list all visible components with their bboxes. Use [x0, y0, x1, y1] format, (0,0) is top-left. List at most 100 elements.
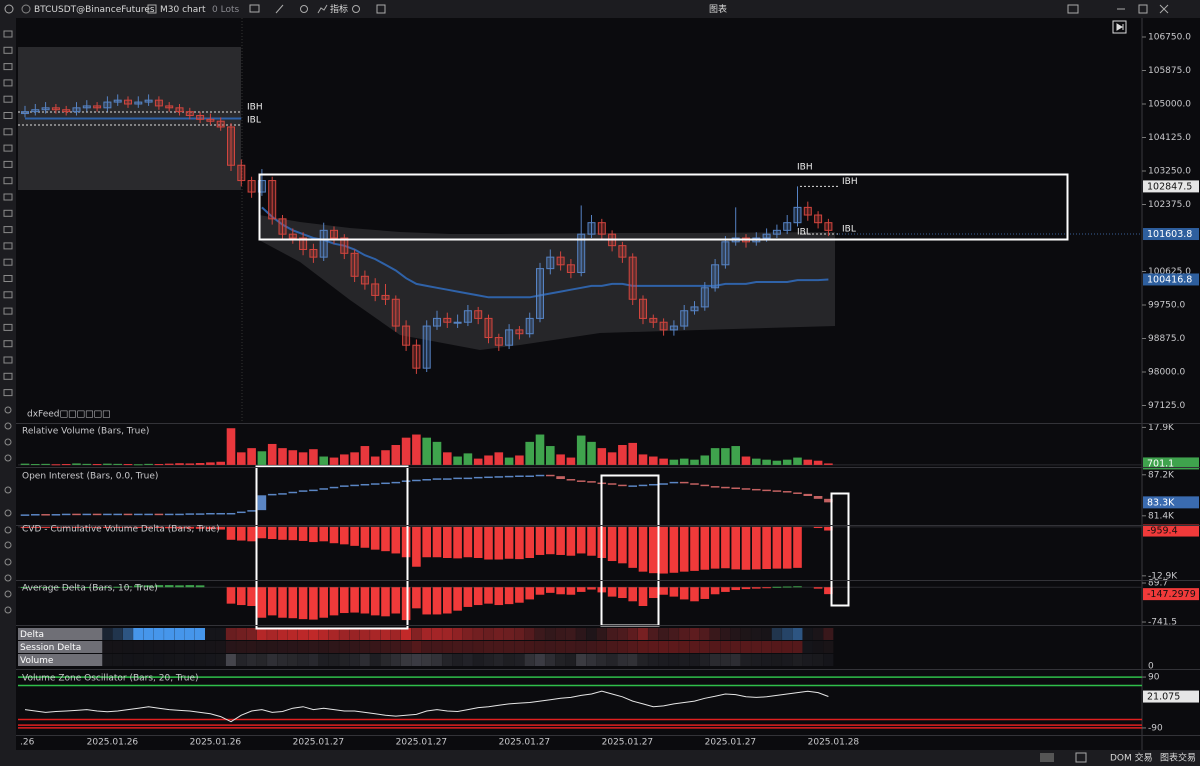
oi-bar	[340, 485, 349, 487]
menu-icon[interactable]	[4, 4, 14, 14]
tool-icon[interactable]	[4, 438, 12, 446]
tool-icon[interactable]	[4, 422, 12, 430]
tool-icon[interactable]	[3, 258, 13, 266]
tool-icon[interactable]	[3, 46, 13, 54]
heatmap-cell	[318, 654, 329, 666]
tool-icon[interactable]	[3, 112, 13, 119]
bar	[92, 526, 102, 528]
dom-trading[interactable]: DOM 交易	[1110, 752, 1153, 764]
heatmap-cell	[812, 641, 824, 653]
link-icon[interactable]	[21, 4, 31, 14]
heatmap-cell	[802, 654, 813, 666]
bar	[350, 587, 359, 613]
heatmap-cell	[751, 654, 762, 666]
heatmap-cell	[390, 641, 401, 653]
tool-icon[interactable]	[4, 509, 12, 517]
heatmap-cell	[483, 628, 494, 640]
tool-icon[interactable]	[4, 606, 12, 614]
heatmap-cell	[442, 628, 453, 640]
bar	[82, 526, 92, 528]
oi-bar	[618, 484, 627, 487]
candle-body	[247, 180, 256, 193]
heatmap-cell	[709, 628, 721, 640]
calendar-icon[interactable]	[1075, 752, 1087, 763]
drawn-rectangle[interactable]	[255, 465, 409, 630]
chart-trading[interactable]: 图表交易	[1160, 752, 1196, 764]
tool-icon[interactable]	[3, 226, 13, 234]
tool-icon[interactable]	[3, 372, 13, 380]
heatmap-cell	[617, 641, 628, 653]
tool-icon[interactable]	[3, 242, 13, 250]
timeframe-icon[interactable]	[147, 4, 157, 14]
oi-bar	[185, 513, 195, 515]
candle-body	[484, 317, 493, 339]
scroll-handle[interactable]	[1040, 753, 1054, 762]
bar	[247, 587, 256, 606]
tool-icon[interactable]	[3, 275, 13, 282]
lots[interactable]: 0 Lots	[212, 5, 239, 15]
tool-icon[interactable]	[3, 30, 13, 38]
drawn-rectangle[interactable]	[830, 492, 850, 607]
tool-icon[interactable]	[3, 128, 13, 136]
bar	[175, 463, 184, 465]
tool-icon[interactable]	[4, 406, 12, 414]
y-tick-label: 106750.0	[1148, 32, 1191, 42]
chart-type-icon[interactable]	[249, 4, 260, 13]
tool-icon[interactable]	[3, 356, 13, 364]
tool-icon[interactable]	[3, 144, 13, 152]
oi-bar	[20, 514, 30, 516]
heatmap-cell	[216, 641, 226, 653]
heatmap-cell	[606, 654, 618, 666]
tool-icon[interactable]	[3, 160, 13, 168]
tool-icon[interactable]	[4, 541, 12, 549]
heatmap-cell	[256, 641, 267, 653]
indicators-button[interactable]: 指标	[330, 3, 348, 15]
tool-icon[interactable]	[3, 323, 13, 331]
heatmap-cell	[267, 628, 278, 640]
heatmap-cell	[493, 654, 504, 666]
heatmap-cell	[483, 654, 494, 666]
window-icon[interactable]	[376, 4, 386, 14]
tool-icon[interactable]	[4, 558, 12, 566]
tool-icon[interactable]	[3, 177, 13, 185]
tool-icon[interactable]	[4, 590, 12, 598]
symbol[interactable]: BTCUSDT@BinanceFutures	[34, 5, 155, 15]
bar	[72, 526, 81, 528]
heatmap-cell	[524, 641, 535, 653]
screenshot-icon[interactable]	[1067, 4, 1079, 14]
tool-icon[interactable]	[3, 95, 13, 103]
bar	[484, 587, 493, 604]
bar	[793, 526, 802, 568]
candle-body	[360, 275, 369, 285]
tool-icon[interactable]	[4, 526, 12, 534]
heatmap-cell	[452, 654, 463, 666]
tool-icon[interactable]	[3, 63, 13, 71]
heatmap-cell	[637, 641, 648, 653]
value-box	[1143, 228, 1199, 241]
heatmap-cell	[761, 628, 772, 640]
tool-icon[interactable]	[4, 454, 12, 462]
tool-icon[interactable]	[3, 340, 13, 348]
bar	[813, 526, 823, 529]
bar	[123, 526, 133, 528]
tool-icon[interactable]	[3, 389, 13, 397]
tool-icon[interactable]	[3, 79, 13, 87]
zoom-icon[interactable]	[300, 5, 308, 13]
drawn-rectangle[interactable]	[258, 173, 1069, 241]
tool-icon[interactable]	[4, 486, 12, 494]
bar	[113, 586, 122, 588]
tool-icon[interactable]	[4, 574, 12, 582]
close[interactable]	[1159, 4, 1169, 14]
indicator-icon[interactable]	[317, 4, 328, 14]
tool-icon[interactable]	[3, 307, 13, 315]
tool-icon[interactable]	[3, 193, 13, 201]
tool-icon[interactable]	[3, 291, 13, 299]
candle-body	[185, 111, 194, 116]
draw-icon[interactable]	[275, 4, 284, 14]
x-tick-label: 2025.01.28	[808, 738, 860, 748]
maximize[interactable]	[1138, 4, 1148, 14]
heatmap-cell	[123, 654, 133, 666]
tool-icon[interactable]	[3, 209, 13, 217]
template-icon[interactable]	[352, 5, 360, 13]
timeframe[interactable]: M30 chart	[160, 5, 206, 15]
